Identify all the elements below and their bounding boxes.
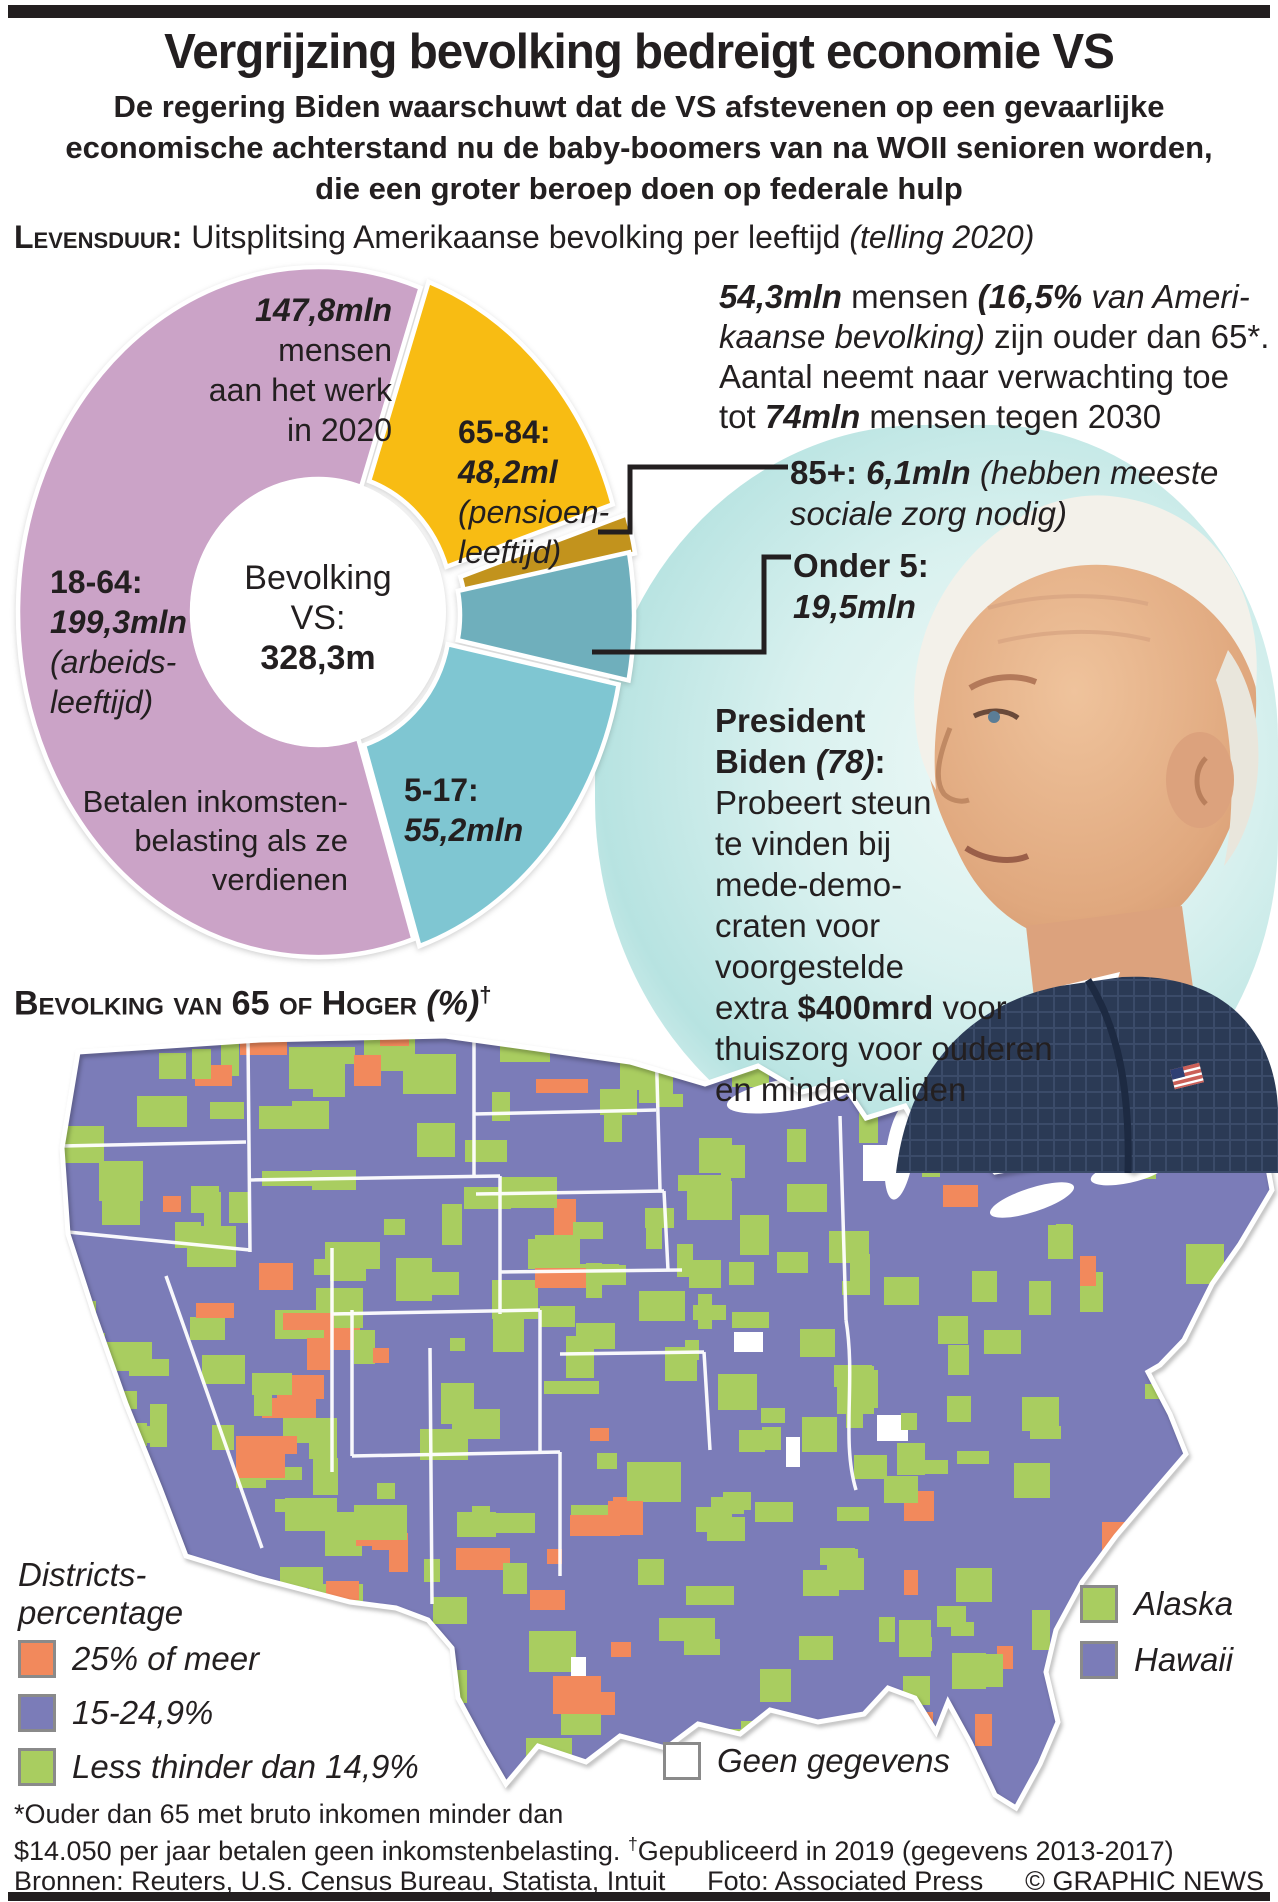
credits-row: Bronnen: Reuters, U.S. Census Bureau, St… (14, 1866, 1264, 1896)
footer: *Ouder dan 65 met bruto inkomen minder d… (14, 1799, 1264, 1896)
top-rule (8, 5, 1270, 18)
pie-center-label: Bevolking VS: 328,3m (244, 559, 392, 677)
legend-swatch-hawaii (1080, 1641, 1118, 1679)
footnote-line: $14.050 per jaar betalen geen inkomstenb… (14, 1834, 1174, 1866)
map-heading: Bevolking van 65 of Hoger (%)† (14, 982, 492, 1023)
page-title: Vergrijzing bevolking bedreigt economie … (164, 25, 1115, 79)
sources-credit: Bronnen: Reuters, U.S. Census Bureau, St… (14, 1866, 666, 1896)
map-legend-title: Districts- percentage (18, 1556, 183, 1632)
legend-swatch-green (18, 1748, 56, 1786)
pie-label-18-64: 18-64: 199,3mln (arbeids-leeftijd) (50, 564, 187, 720)
subtitle-line: economische achterstand nu de baby-boome… (65, 130, 1213, 165)
over-65-highlight-box: 54,3mln mensen (16,5% van Ameri-kaanse b… (719, 278, 1270, 435)
legend-swatch-purple (18, 1694, 56, 1732)
legend-item-alaska: Alaska (1080, 1585, 1233, 1623)
copyright: © GRAPHIC NEWS (1025, 1866, 1264, 1896)
pie-label-income-tax: Betalen inkomsten-belasting als ze verdie… (82, 784, 348, 897)
legend-item-nodata: Geen gegevens (663, 1742, 950, 1780)
legend-swatch-alaska (1080, 1585, 1118, 1623)
state-legend: Alaska Hawaii (1080, 1585, 1233, 1697)
pie-label-working: 147,8mln mensen aan het werk in 2020 (208, 292, 392, 448)
legend-swatch-nodata (663, 1742, 701, 1780)
legend-item-hawaii: Hawaii (1080, 1641, 1233, 1679)
footnote-line: *Ouder dan 65 met bruto inkomen minder d… (14, 1799, 564, 1829)
pie-label-5-17: 5-17: 55,2mln (404, 772, 524, 848)
subtitle-line: De regering Biden waarschuwt dat de VS a… (113, 89, 1165, 124)
bottom-rule (8, 1892, 1270, 1901)
callout-under5: Onder 5: 19,5mln (793, 547, 929, 625)
callout-president-biden: President Biden (78): Probeert steun te vin… (715, 702, 1053, 1108)
legend-item-15-24: 15-24,9% (18, 1694, 419, 1732)
no-data-legend: Geen gegevens (663, 1742, 950, 1796)
subtitle-line: die een groter beroep doen op federale h… (315, 171, 963, 206)
pie-label-65-84: 65-84: 48,2ml (pensioen-leeftijd) (458, 414, 610, 570)
legend-item-under15: Less thinder dan 14,9% (18, 1748, 419, 1786)
legend-title-line: percentage (18, 1594, 184, 1631)
callout-85plus: 85+: 6,1mln (hebben meeste sociale zorg n… (790, 454, 1219, 532)
state-borders (61, 1038, 858, 1605)
section-label-levensduur: Levensduur: Uitsplitsing Amerikaanse bev… (14, 219, 1035, 255)
legend-title-line: Districts- (18, 1556, 147, 1593)
legend-item-25plus: 25% of meer (18, 1640, 419, 1678)
subtitle: De regering Biden waarschuwt dat de VS a… (0, 86, 1278, 209)
map-legend: 25% of meer 15-24,9% Less thinder dan 14… (18, 1640, 419, 1802)
photo-credit: Foto: Associated Press (707, 1866, 984, 1896)
legend-swatch-orange (18, 1640, 56, 1678)
